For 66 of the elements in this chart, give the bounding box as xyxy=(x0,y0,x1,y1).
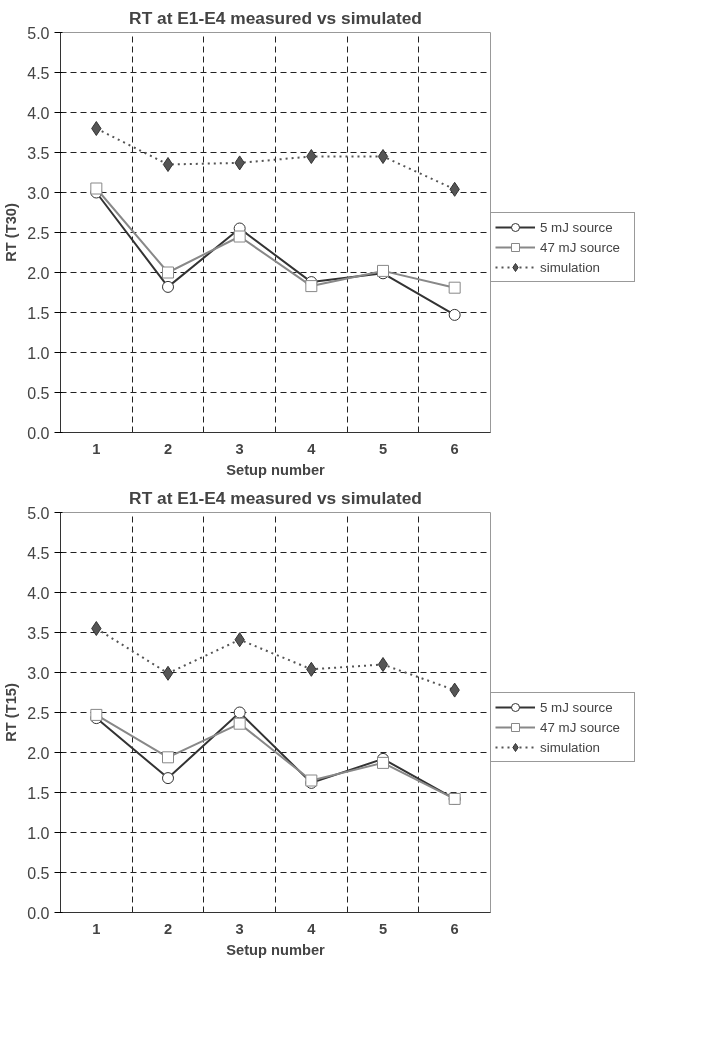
y-tick-label: 4.0 xyxy=(27,584,50,602)
point xyxy=(233,230,246,243)
x-tick-label: 4 xyxy=(307,440,317,457)
point xyxy=(162,751,174,764)
x-tick-label: 5 xyxy=(378,920,388,937)
chart-title: RT at E1-E4 measured vs simulated xyxy=(129,487,422,508)
y-tick-label: 1.5 xyxy=(27,304,50,322)
chart-title: RT at E1-E4 measured vs simulated xyxy=(129,7,422,28)
point xyxy=(377,149,389,164)
y-tick-label: 4.5 xyxy=(27,64,50,82)
y-axis-title: RT (T15) xyxy=(3,683,20,742)
point xyxy=(305,280,318,293)
legend-label: 5 mJ source xyxy=(540,219,614,235)
y-tick-label: 5.0 xyxy=(27,504,50,522)
point xyxy=(91,121,102,136)
y-tick-label: 5.0 xyxy=(27,24,50,42)
y-tick-label: 3.0 xyxy=(27,664,50,682)
x-tick-label: 1 xyxy=(92,440,101,457)
y-tick-label: 2.0 xyxy=(27,744,50,762)
y-tick-label: 2.5 xyxy=(27,704,50,722)
x-tick-label: 2 xyxy=(163,440,173,457)
x-tick-label: 2 xyxy=(163,920,173,937)
point xyxy=(448,308,461,321)
y-tick-label: 2.0 xyxy=(27,264,50,282)
x-tick-label: 1 xyxy=(92,920,101,937)
point xyxy=(90,182,103,195)
x-tick-label: 3 xyxy=(235,440,244,457)
y-tick-label: 3.0 xyxy=(27,184,50,202)
point xyxy=(377,756,389,769)
point xyxy=(91,621,102,636)
legend-label: 47 mJ source xyxy=(540,239,621,255)
y-tick-label: 4.5 xyxy=(27,544,50,562)
y-tick-label: 4.0 xyxy=(27,104,50,122)
y-tick-label: 1.0 xyxy=(27,824,50,842)
legend-label: simulation xyxy=(540,739,601,755)
x-tick-label: 3 xyxy=(235,920,244,937)
legend-label: 47 mJ source xyxy=(540,719,621,735)
y-tick-label: 2.5 xyxy=(27,224,50,242)
legend-label: 5 mJ source xyxy=(540,699,614,715)
point xyxy=(162,665,174,681)
y-tick-label: 0.5 xyxy=(27,384,50,402)
y-axis-title: RT (T30) xyxy=(3,203,20,262)
point xyxy=(233,717,246,730)
x-axis-title: Setup number xyxy=(226,941,326,958)
x-axis-title: Setup number xyxy=(226,461,326,478)
point xyxy=(162,266,174,279)
y-tick-label: 3.5 xyxy=(27,624,50,642)
y-tick-label: 0.0 xyxy=(27,424,50,442)
x-tick-label: 4 xyxy=(307,920,317,937)
x-tick-label: 6 xyxy=(450,920,459,937)
y-tick-label: 1.0 xyxy=(27,344,50,362)
point xyxy=(162,280,174,293)
x-tick-label: 5 xyxy=(378,440,388,457)
point xyxy=(162,772,174,785)
y-tick-label: 0.5 xyxy=(27,864,50,882)
y-tick-label: 0.0 xyxy=(27,904,50,922)
legend-label: simulation xyxy=(540,259,601,275)
y-tick-label: 3.5 xyxy=(27,144,50,162)
point xyxy=(377,657,389,672)
point xyxy=(448,281,461,294)
x-tick-label: 6 xyxy=(450,440,459,457)
point xyxy=(90,708,103,721)
point xyxy=(233,706,246,719)
y-tick-label: 1.5 xyxy=(27,784,50,802)
point xyxy=(162,157,174,172)
point xyxy=(306,149,317,164)
